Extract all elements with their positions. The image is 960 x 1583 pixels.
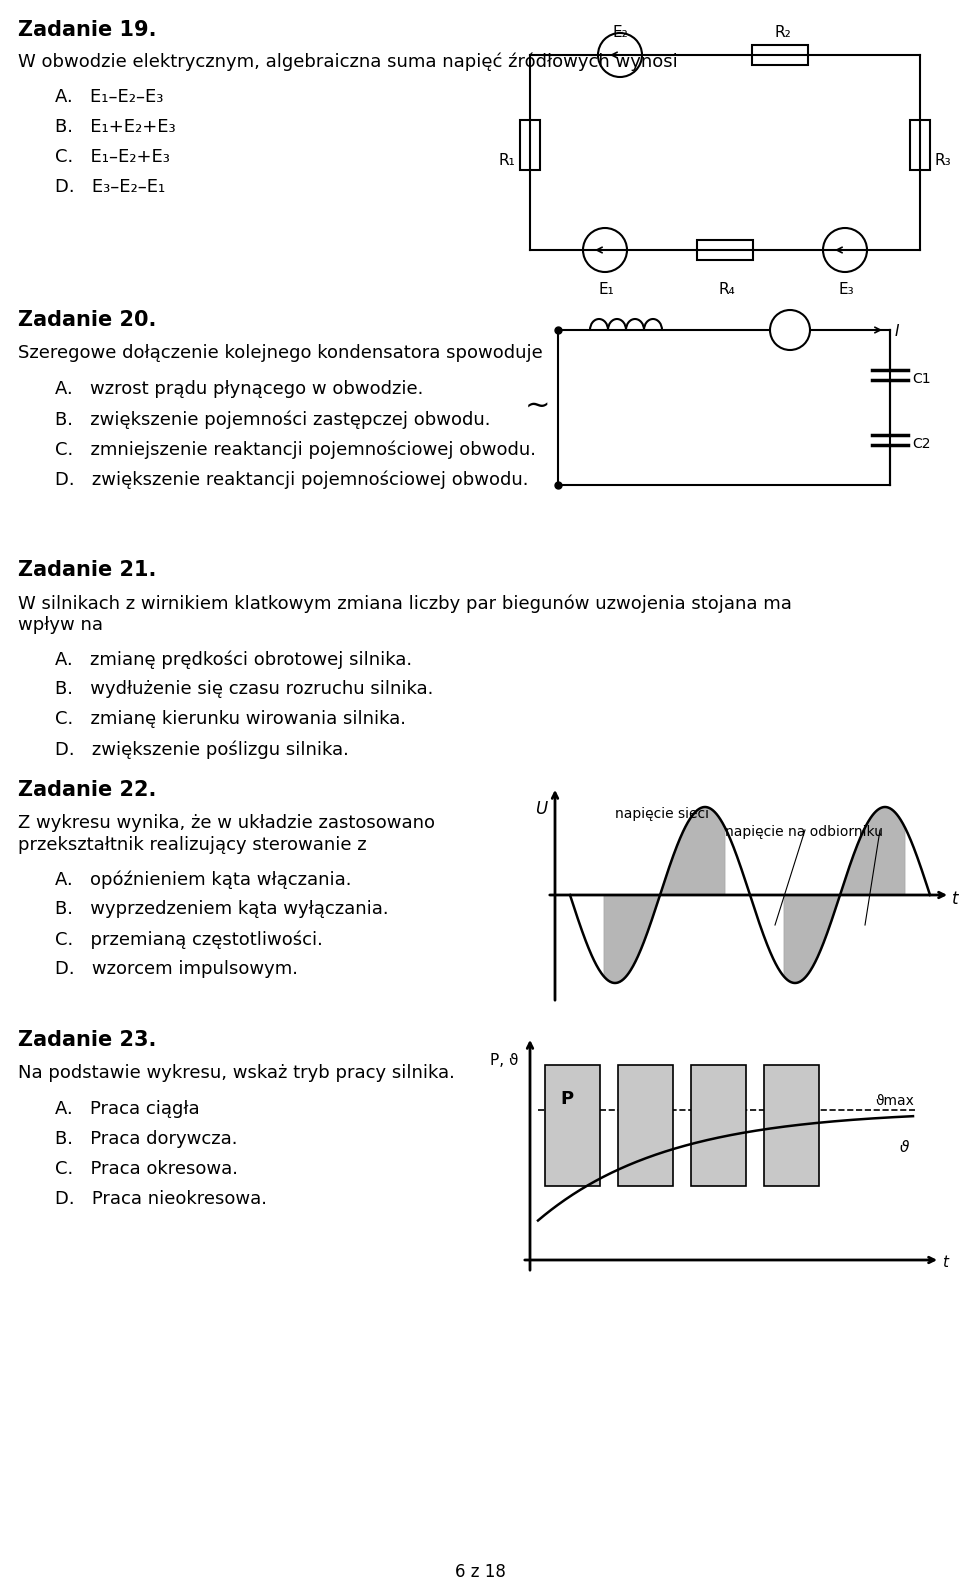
Text: A.   Praca ciągła: A. Praca ciągła: [55, 1100, 200, 1118]
Text: D.   Praca nieokresowa.: D. Praca nieokresowa.: [55, 1190, 267, 1208]
Text: A: A: [783, 321, 794, 336]
Text: C2: C2: [912, 437, 930, 451]
Text: R₄: R₄: [719, 282, 735, 298]
Text: Zadanie 20.: Zadanie 20.: [18, 310, 156, 329]
Text: B.   wydłużenie się czasu rozruchu silnika.: B. wydłużenie się czasu rozruchu silnika…: [55, 681, 433, 698]
Text: ϑ: ϑ: [900, 1140, 909, 1156]
Text: Zadanie 19.: Zadanie 19.: [18, 21, 156, 40]
Text: Zadanie 22.: Zadanie 22.: [18, 780, 156, 799]
Text: R₁: R₁: [498, 154, 515, 168]
Bar: [764, 1065, 819, 1186]
Text: t: t: [942, 1255, 948, 1270]
Polygon shape: [660, 807, 725, 894]
Text: Zadanie 23.: Zadanie 23.: [18, 1031, 156, 1050]
Bar: [545, 1065, 600, 1186]
Text: B.   wyprzedzeniem kąta wyłączania.: B. wyprzedzeniem kąta wyłączania.: [55, 901, 389, 918]
Polygon shape: [784, 894, 840, 983]
Text: Szeregowe dołączenie kolejnego kondensatora spowoduje: Szeregowe dołączenie kolejnego kondensat…: [18, 344, 542, 363]
Bar: [618, 1065, 673, 1186]
Text: C.   Praca okresowa.: C. Praca okresowa.: [55, 1160, 238, 1178]
Text: napięcie na odbiorniku: napięcie na odbiorniku: [725, 825, 883, 839]
Polygon shape: [604, 894, 660, 983]
Text: napięcie sieci: napięcie sieci: [615, 807, 709, 822]
Text: A.   opóźnieniem kąta włączania.: A. opóźnieniem kąta włączania.: [55, 871, 351, 888]
Bar: [752, 44, 808, 65]
Circle shape: [770, 310, 810, 350]
Text: P, ϑ: P, ϑ: [490, 1053, 518, 1069]
Text: przekształtnik realizujący sterowanie z: przekształtnik realizujący sterowanie z: [18, 836, 367, 853]
Text: D.   E₃–E₂–E₁: D. E₃–E₂–E₁: [55, 177, 165, 196]
Text: Zadanie 21.: Zadanie 21.: [18, 560, 156, 579]
Text: C.   zmniejszenie reaktancji pojemnościowej obwodu.: C. zmniejszenie reaktancji pojemnościowe…: [55, 440, 536, 459]
Text: A.   zmianę prędkości obrotowej silnika.: A. zmianę prędkości obrotowej silnika.: [55, 651, 412, 668]
Text: E₁: E₁: [598, 282, 613, 298]
Text: E₃: E₃: [838, 282, 853, 298]
Text: t: t: [952, 890, 958, 909]
Text: 6 z 18: 6 z 18: [455, 1562, 505, 1581]
Text: U: U: [535, 799, 547, 818]
Text: B.   zwiększenie pojemności zastępczej obwodu.: B. zwiększenie pojemności zastępczej obw…: [55, 410, 491, 429]
Text: C.   zmianę kierunku wirowania silnika.: C. zmianę kierunku wirowania silnika.: [55, 711, 406, 728]
Text: D.   zwiększenie poślizgu silnika.: D. zwiększenie poślizgu silnika.: [55, 739, 348, 758]
Text: D.   wzorcem impulsowym.: D. wzorcem impulsowym.: [55, 959, 298, 978]
Text: Na podstawie wykresu, wskaż tryb pracy silnika.: Na podstawie wykresu, wskaż tryb pracy s…: [18, 1064, 455, 1083]
Text: wpływ na: wpływ na: [18, 616, 103, 635]
Bar: [691, 1065, 746, 1186]
Text: D.   zwiększenie reaktancji pojemnościowej obwodu.: D. zwiększenie reaktancji pojemnościowej…: [55, 470, 529, 489]
Text: C.   przemianą częstotliwości.: C. przemianą częstotliwości.: [55, 929, 323, 948]
Polygon shape: [840, 807, 904, 894]
Text: B.   E₁+E₂+E₃: B. E₁+E₂+E₃: [55, 119, 176, 136]
Text: Z wykresu wynika, że w układzie zastosowano: Z wykresu wynika, że w układzie zastosow…: [18, 814, 435, 833]
Bar: [910, 120, 930, 169]
Text: I: I: [895, 325, 900, 339]
Text: R₃: R₃: [934, 154, 950, 168]
Text: R₂: R₂: [774, 25, 791, 40]
Text: ~: ~: [525, 393, 550, 421]
Text: A.   wzrost prądu płynącego w obwodzie.: A. wzrost prądu płynącego w obwodzie.: [55, 380, 423, 397]
Text: C1: C1: [912, 372, 930, 386]
Text: A.   E₁–E₂–E₃: A. E₁–E₂–E₃: [55, 89, 163, 106]
Text: B.   Praca dorywcza.: B. Praca dorywcza.: [55, 1130, 237, 1148]
Text: C.   E₁–E₂+E₃: C. E₁–E₂+E₃: [55, 147, 170, 166]
Text: W silnikach z wirnikiem klatkowym zmiana liczby par biegunów uzwojenia stojana m: W silnikach z wirnikiem klatkowym zmiana…: [18, 594, 792, 613]
Text: W obwodzie elektrycznym, algebraiczna suma napięć źródłowych wynosi: W obwodzie elektrycznym, algebraiczna su…: [18, 52, 678, 71]
Text: ϑmax: ϑmax: [875, 1094, 914, 1108]
Text: P: P: [560, 1091, 573, 1108]
Text: E₂: E₂: [613, 25, 629, 40]
Bar: [697, 241, 753, 260]
Bar: [520, 120, 540, 169]
